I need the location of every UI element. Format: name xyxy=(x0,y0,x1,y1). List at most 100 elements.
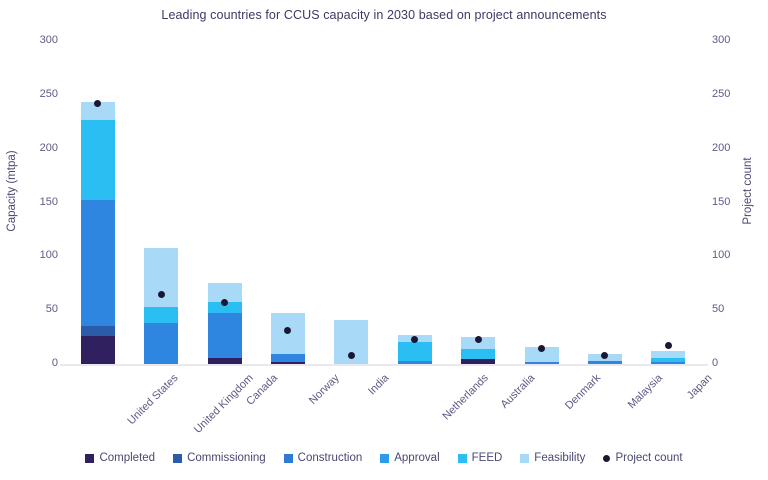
legend-item-label: Commissioning xyxy=(187,452,266,464)
bar-segment-construction[interactable] xyxy=(144,323,179,364)
bar-segment-feed[interactable] xyxy=(80,119,115,201)
axis-tick-label: 0 xyxy=(51,357,58,369)
legend-item[interactable]: Approval xyxy=(380,452,440,464)
x-axis-label: Australia xyxy=(498,372,538,411)
legend-item[interactable]: Commissioning xyxy=(173,452,266,464)
bar-stack[interactable] xyxy=(651,351,686,364)
x-axis-label: United States xyxy=(125,372,181,428)
bar-segment-feasibility[interactable] xyxy=(651,351,686,358)
axis-tick-label: 0 xyxy=(712,357,719,369)
y-axis-left-title: Capacity (mtpa) xyxy=(6,150,18,232)
bar-segment-feed[interactable] xyxy=(397,342,432,361)
bar-segment-construction[interactable] xyxy=(524,361,559,364)
bar-stack[interactable] xyxy=(207,283,242,364)
legend-item[interactable]: Construction xyxy=(283,452,363,464)
bar-group[interactable] xyxy=(397,41,432,364)
bar-segment-completed[interactable] xyxy=(80,336,115,364)
legend-item-label: Project count xyxy=(615,452,683,464)
bar-segment-construction[interactable] xyxy=(651,361,686,364)
chart-title: Leading countries for CCUS capacity in 2… xyxy=(161,8,607,22)
y-axis-right-title: Project count xyxy=(742,157,754,225)
project-count-dot[interactable] xyxy=(157,290,165,298)
axis-tick-label: 150 xyxy=(39,195,58,208)
project-count-dot[interactable] xyxy=(474,335,482,343)
bar-segment-approval[interactable] xyxy=(587,360,622,364)
bar-segment-feasibility[interactable] xyxy=(80,102,115,120)
axis-tick-label: 200 xyxy=(712,141,731,154)
chart-legend: Completed Commissioning Construction Approv… xyxy=(0,452,768,464)
bar-stack[interactable] xyxy=(461,337,496,364)
legend-swatch-icon xyxy=(283,453,293,463)
project-count-dot[interactable] xyxy=(94,99,102,107)
axis-tick-label: 100 xyxy=(39,249,58,262)
bar-group[interactable] xyxy=(207,41,242,364)
bar-segment-feed[interactable] xyxy=(207,301,242,314)
axis-tick-label: 200 xyxy=(39,141,58,154)
plot-area xyxy=(66,41,700,364)
bar-group[interactable] xyxy=(334,41,369,364)
y-axis-left: 300 250 200 150 100 50 0 xyxy=(18,35,58,369)
bar-segment-completed[interactable] xyxy=(207,357,242,364)
bar-segment-feed[interactable] xyxy=(461,348,496,359)
bar-segment-construction[interactable] xyxy=(270,354,305,363)
legend-item-label: Approval xyxy=(394,452,440,464)
legend-item[interactable]: Feasibility xyxy=(520,452,585,464)
bar-segment-feasibility[interactable] xyxy=(207,283,242,302)
x-axis-label: Netherlands xyxy=(440,372,491,423)
bar-stack[interactable] xyxy=(524,346,559,364)
bar-group[interactable] xyxy=(524,41,559,364)
bar-group[interactable] xyxy=(270,41,305,364)
x-axis-label: Malaysia xyxy=(625,372,665,412)
legend-item[interactable]: Completed xyxy=(85,452,155,464)
project-count-dot[interactable] xyxy=(411,335,419,343)
project-count-dot[interactable] xyxy=(538,345,545,353)
bar-segment-feed[interactable] xyxy=(144,306,179,324)
bar-segment-feasibility[interactable] xyxy=(144,247,179,307)
legend-item-label: Construction xyxy=(297,452,363,464)
project-count-dot[interactable] xyxy=(664,342,672,350)
project-count-dot[interactable] xyxy=(347,351,355,359)
y-axis-right: 300 250 200 150 100 50 0 xyxy=(712,35,752,369)
bar-segment-completed[interactable] xyxy=(461,358,496,364)
x-axis-label: Japan xyxy=(685,372,715,402)
legend-item-label: Feasibility xyxy=(534,452,586,464)
project-count-dot[interactable] xyxy=(221,299,228,307)
project-count-dot[interactable] xyxy=(601,351,609,359)
bar-segment-construction[interactable] xyxy=(207,313,242,358)
axis-tick-label: 50 xyxy=(712,303,725,316)
legend-item-label: Completed xyxy=(99,452,156,464)
bar-segment-commissioning[interactable] xyxy=(80,326,115,337)
bar-group[interactable] xyxy=(651,41,686,364)
legend-item-label: FEED xyxy=(471,452,503,464)
bar-segment-construction[interactable] xyxy=(80,200,115,327)
x-axis-label: Norway xyxy=(306,372,342,407)
bar-segment-feasibility[interactable] xyxy=(461,337,496,349)
axis-tick-label: 250 xyxy=(712,87,731,100)
legend-dot-icon xyxy=(603,454,611,462)
project-count-dot[interactable] xyxy=(284,327,292,335)
bar-segment-feed[interactable] xyxy=(651,357,686,362)
bar-stack[interactable] xyxy=(80,102,115,364)
bar-group[interactable] xyxy=(461,41,496,364)
legend-swatch-icon xyxy=(380,453,390,463)
legend-swatch-icon xyxy=(85,453,95,463)
axis-tick-label: 300 xyxy=(712,34,731,46)
axis-tick-label: 50 xyxy=(45,303,58,316)
bar-segment-completed[interactable] xyxy=(270,362,305,364)
legend-swatch-icon xyxy=(520,453,530,463)
bar-stack[interactable] xyxy=(144,247,179,364)
bar-segment-feasibility[interactable] xyxy=(524,346,559,362)
legend-item[interactable]: Project count xyxy=(603,452,683,464)
x-axis-label: United Kingdom xyxy=(192,372,256,436)
legend-item[interactable]: FEED xyxy=(457,452,503,464)
bar-stack[interactable] xyxy=(270,313,305,364)
x-axis-baseline xyxy=(60,364,708,366)
bar-group[interactable] xyxy=(80,41,115,364)
legend-swatch-icon xyxy=(457,453,467,463)
bar-segment-approval[interactable] xyxy=(397,360,432,364)
x-axis-label: India xyxy=(366,372,392,398)
bar-group[interactable] xyxy=(144,41,179,364)
bar-group[interactable] xyxy=(587,41,622,364)
axis-tick-label: 100 xyxy=(712,249,731,262)
